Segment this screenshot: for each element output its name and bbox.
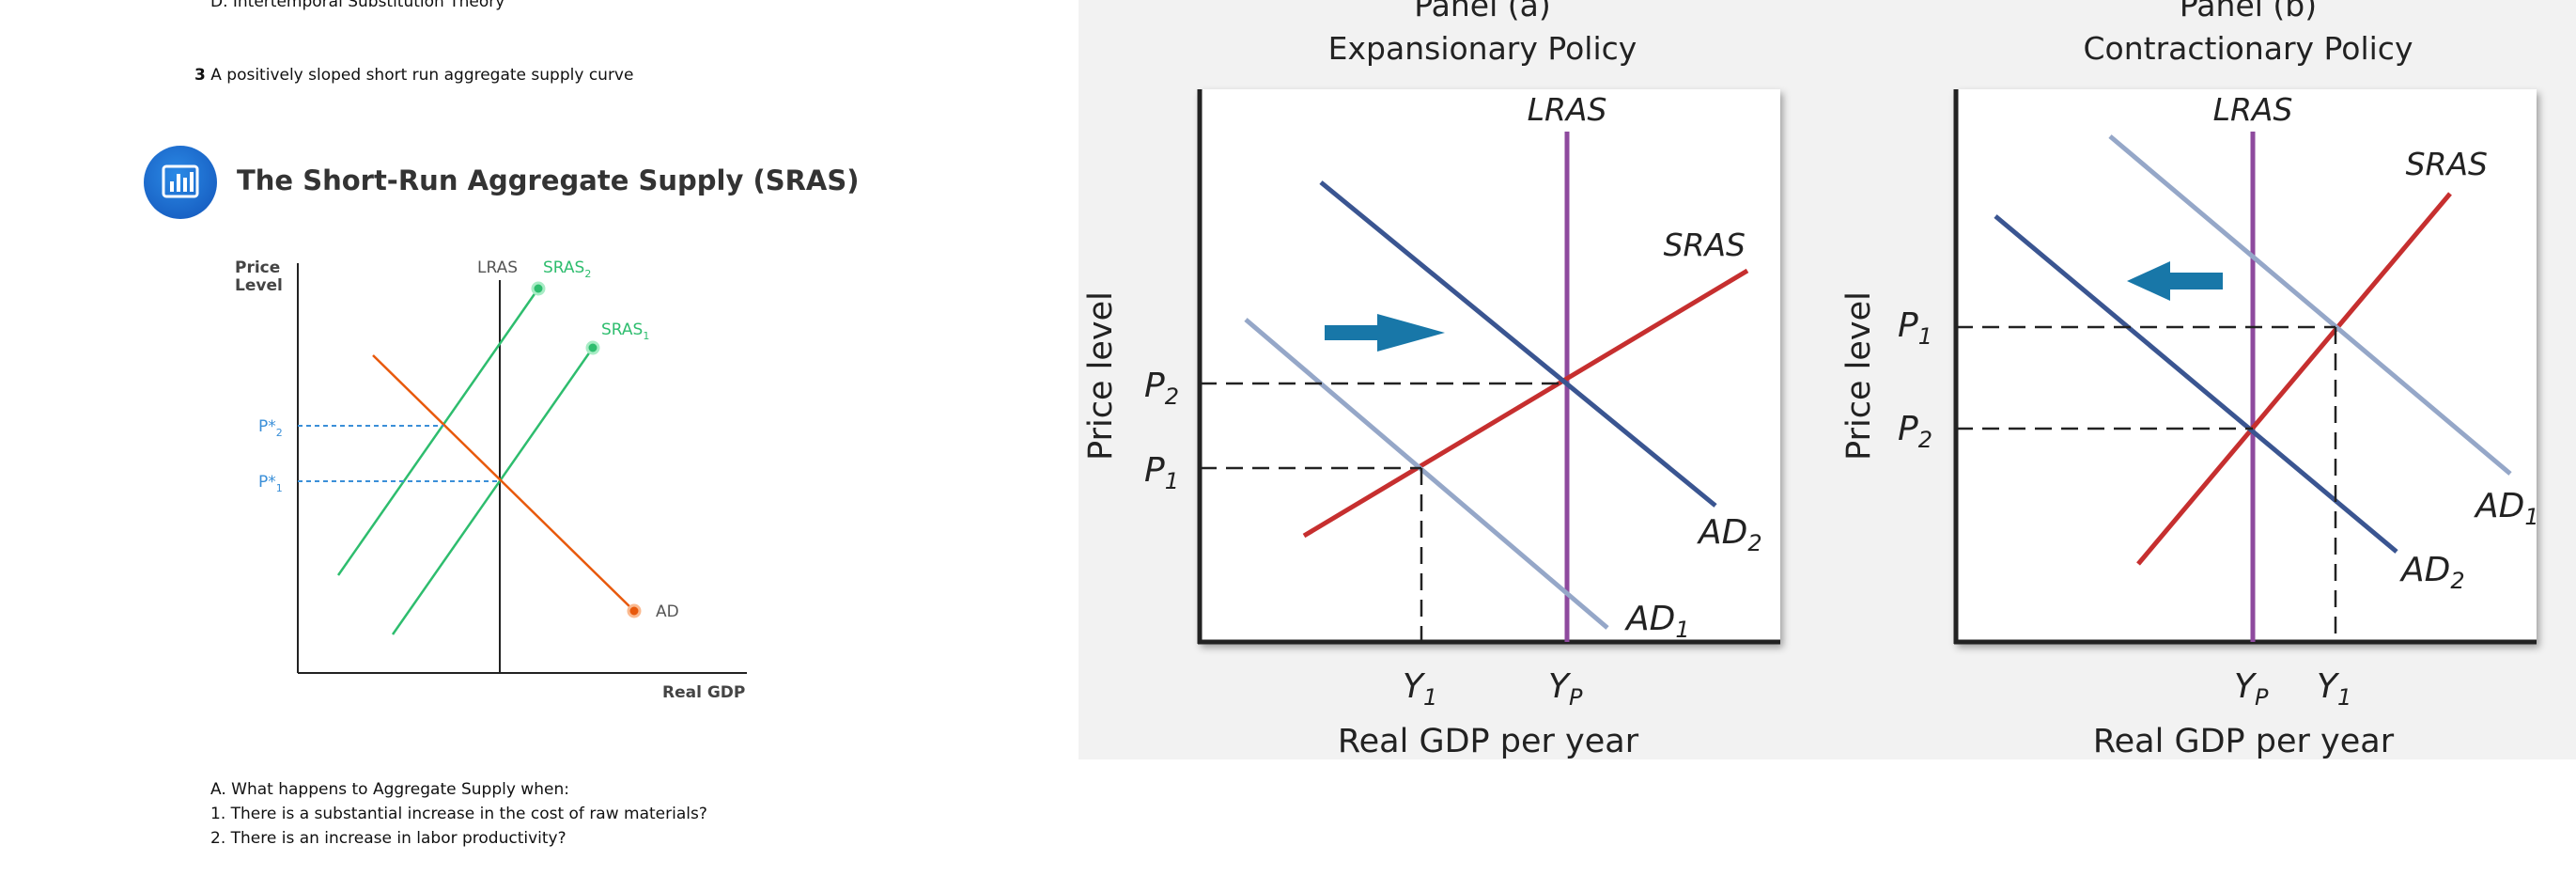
panel-a-ad1 [1244,318,1609,630]
panel-a-title: Panel (a) [1414,0,1551,23]
sras2-label: SRAS2 [543,258,591,280]
sras-chart: Price Level Real GDP LRAS SRAS2 SRAS1 AD … [235,258,747,702]
x-axis-label: Real GDP [662,683,745,702]
ad-line [372,354,635,612]
panel-b-yp-label: YP [2234,667,2269,711]
panel-b-plot-area [1954,89,2537,644]
sras2-line [336,288,540,576]
panel-b-title: Panel (b) [2180,0,2317,23]
p2-label: P*2 [258,417,283,439]
panel-b-lras-label: LRAS [2213,91,2293,128]
bar-chart-icon [144,146,217,219]
sras1-label: SRAS1 [601,321,649,342]
question-2: 2. There is an increase in labor product… [210,829,566,848]
option-d-text: D. Intertemporal Substitution Theory [210,0,505,11]
p1-label: P*1 [258,473,283,494]
panel-a-lras-label: LRAS [1528,91,1607,128]
panel-b-ad2 [1994,214,2398,554]
question-3: 3 A positively sloped short run aggregat… [194,66,633,85]
panel-a-plot-area [1198,89,1780,644]
panel-b-ad1 [2108,134,2512,476]
panel-a-sras-label: SRAS [1664,227,1746,263]
questions-heading: A. What happens to Aggregate Supply when… [210,780,569,799]
panel-a-subtitle: Expansionary Policy [1328,30,1637,67]
policy-panels: Panel (a) Expansionary Policy LRAS SRAS … [1079,0,2576,760]
sras1-endpoint [585,340,600,355]
question-3-number: 3 [194,66,206,85]
panel-a-shift-right-arrow [1325,314,1445,352]
panel-a-y1-label: Y1 [1403,667,1437,711]
panel-b-p2-label: P2 [1898,410,1932,453]
panel-b-y1-label: Y1 [2317,667,2351,711]
question-1: 1. There is a substantial increase in th… [210,805,707,823]
sras1-line [391,347,595,635]
panel-a-sras [1302,268,1749,539]
panel-b-shift-left-arrow [2127,261,2223,301]
panel-a-y-axis-title: Price level [1082,291,1120,461]
panel-b: Panel (b) Contractionary Policy LRAS SRA… [1840,0,2539,760]
panel-a-yp-label: YP [1548,667,1583,711]
sras-title: The Short-Run Aggregate Supply (SRAS) [237,164,860,196]
panel-a: Panel (a) Expansionary Policy LRAS SRAS … [1082,0,1780,760]
sras2-endpoint [531,281,546,296]
ad-label: AD [656,602,679,621]
panel-a-ad2 [1319,180,1717,508]
panel-b-sras [2136,192,2452,566]
panel-b-x-axis-title: Real GDP per year [2093,723,2395,759]
panel-a-p1-label: P1 [1144,451,1179,494]
question-3-text: A positively sloped short run aggregate … [210,66,634,85]
y-axis-label: Price Level [235,258,283,295]
panel-b-y-axis-title: Price level [1840,291,1878,461]
panel-b-subtitle: Contractionary Policy [2084,30,2413,67]
lras-label: LRAS [477,258,518,277]
panel-a-p2-label: P2 [1144,367,1179,410]
panel-a-x-axis-title: Real GDP per year [1338,723,1639,759]
panel-b-sras-label: SRAS [2406,146,2488,182]
ad-endpoint [627,603,642,618]
panel-b-p1-label: P1 [1898,306,1932,350]
